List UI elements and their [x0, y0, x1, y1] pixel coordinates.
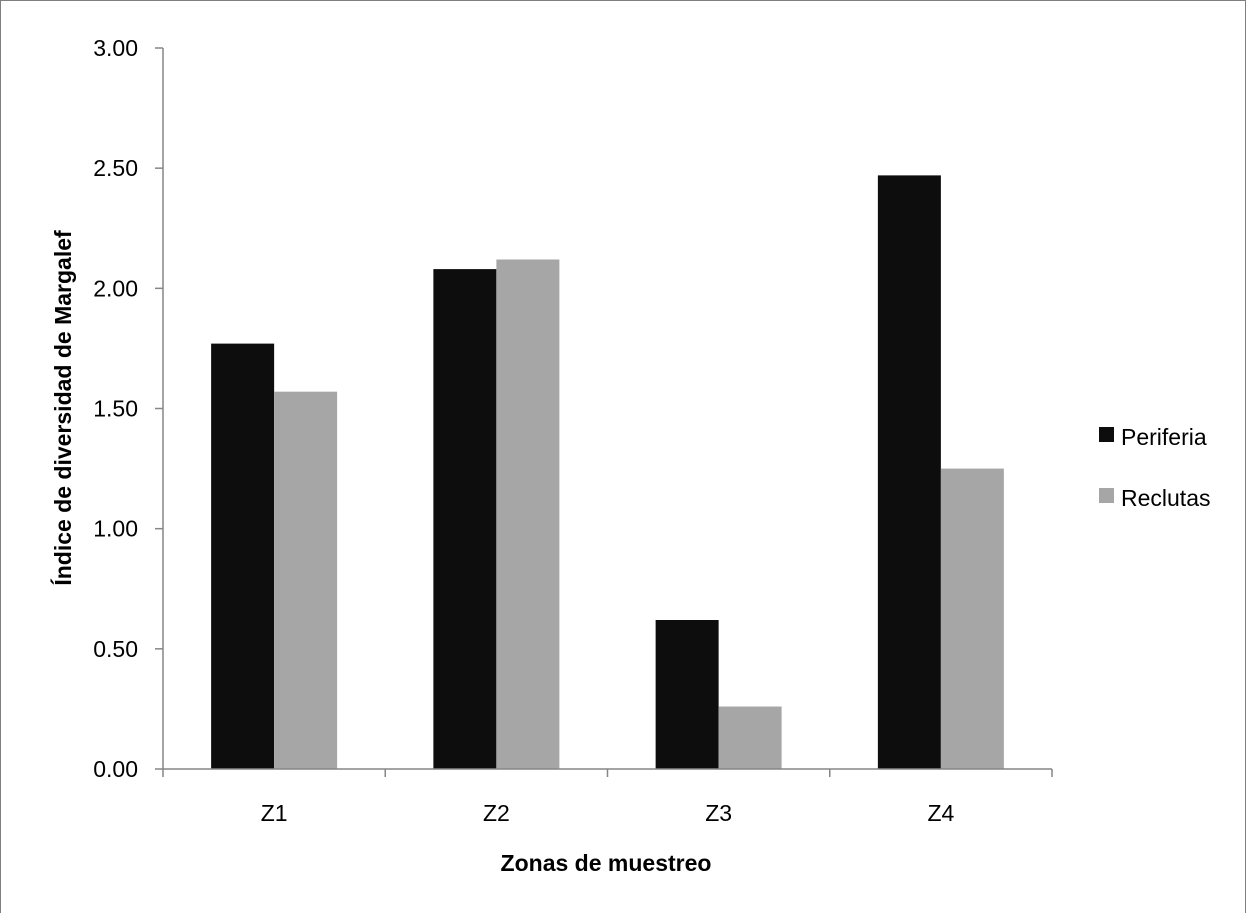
x-axis-title: Zonas de muestreo [501, 850, 712, 876]
bars-layer [211, 175, 1004, 770]
y-axis-title: Índice de diversidad de Margalef [49, 230, 76, 586]
y-tick-label: 1.00 [93, 516, 138, 542]
legend-swatch-periferia [1099, 427, 1114, 442]
x-tick-label-z3: Z3 [705, 800, 732, 826]
x-tick-label-z4: Z4 [927, 800, 954, 826]
bar-reclutas-z3 [718, 706, 782, 769]
x-tick-label-z2: Z2 [483, 800, 510, 826]
legend: Periferia Reclutas [1099, 424, 1210, 511]
y-tick-label: 0.00 [93, 756, 138, 782]
y-tick-label: 2.50 [93, 155, 138, 181]
y-tick-label: 0.50 [93, 636, 138, 662]
bar-periferia-z3 [655, 619, 719, 769]
legend-label-periferia: Periferia [1121, 424, 1207, 450]
bar-periferia-z1 [211, 343, 275, 769]
bar-periferia-z4 [877, 175, 941, 770]
bar-periferia-z2 [433, 269, 497, 769]
x-tick-labels: Z1 Z2 Z3 Z4 [261, 800, 955, 826]
bar-reclutas-z1 [274, 391, 338, 769]
y-tick-label: 1.50 [93, 396, 138, 422]
y-tick-labels: 0.00 0.50 1.00 1.50 2.00 2.50 3.00 [93, 35, 138, 782]
bar-reclutas-z2 [496, 259, 560, 769]
axes-layer [155, 47, 1053, 777]
y-tick-label: 2.00 [93, 275, 138, 301]
y-tick-label: 3.00 [93, 35, 138, 61]
legend-label-reclutas: Reclutas [1121, 485, 1210, 511]
x-tick-label-z1: Z1 [261, 800, 288, 826]
legend-swatch-reclutas [1099, 488, 1114, 503]
bar-reclutas-z4 [940, 468, 1004, 769]
